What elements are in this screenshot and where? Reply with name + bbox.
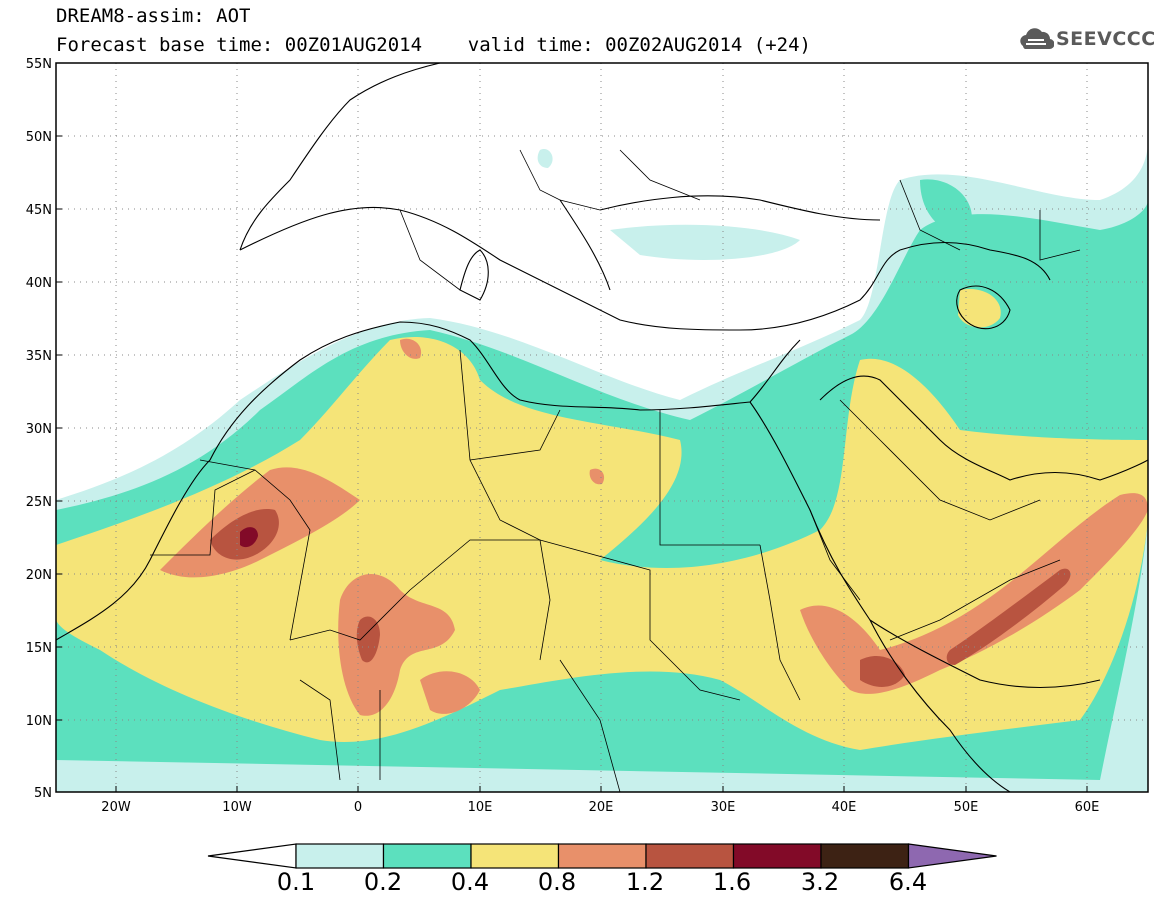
longitude-labels: 20W 10W 0 10E 20E 30E 40E 50E 60E <box>101 800 1099 815</box>
lon-label: 40E <box>832 800 857 815</box>
lon-label: 30E <box>711 800 736 815</box>
colorbar-cell <box>384 844 472 868</box>
lat-label: 20N <box>26 568 52 583</box>
latitude-labels: 55N 50N 45N 40N 35N 30N 25N 20N 15N 10N … <box>26 57 52 801</box>
colorbar-cell <box>821 844 909 868</box>
lon-label: 60E <box>1075 800 1100 815</box>
lat-label: 45N <box>26 203 52 218</box>
lat-label: 25N <box>26 495 52 510</box>
lon-label: 20W <box>101 800 131 815</box>
colorbar <box>208 844 997 868</box>
colorbar-label: 0.1 <box>277 868 315 896</box>
colorbar-label: 3.2 <box>801 868 839 896</box>
colorbar-cell <box>471 844 559 868</box>
colorbar-label: 0.4 <box>451 868 489 896</box>
colorbar-cell <box>646 844 734 868</box>
lat-label: 50N <box>26 130 52 145</box>
lat-label: 5N <box>34 786 52 801</box>
lon-label: 50E <box>954 800 979 815</box>
lon-label: 20E <box>589 800 614 815</box>
lon-label: 0 <box>354 800 362 815</box>
lat-label: 35N <box>26 349 52 364</box>
colorbar-cell <box>559 844 647 868</box>
colorbar-cell <box>296 844 384 868</box>
colorbar-cell <box>208 844 296 868</box>
lat-label: 30N <box>26 422 52 437</box>
colorbar-cell <box>734 844 822 868</box>
lon-label: 10W <box>222 800 252 815</box>
colorbar-label: 1.6 <box>713 868 751 896</box>
lat-label: 55N <box>26 57 52 72</box>
colorbar-label: 6.4 <box>889 868 927 896</box>
lat-label: 10N <box>26 714 52 729</box>
lat-label: 40N <box>26 276 52 291</box>
colorbar-label: 0.2 <box>364 868 402 896</box>
colorbar-cell <box>909 844 997 868</box>
colorbar-label: 0.8 <box>538 868 576 896</box>
colorbar-label: 1.2 <box>626 868 664 896</box>
lat-label: 15N <box>26 641 52 656</box>
lon-label: 10E <box>468 800 493 815</box>
